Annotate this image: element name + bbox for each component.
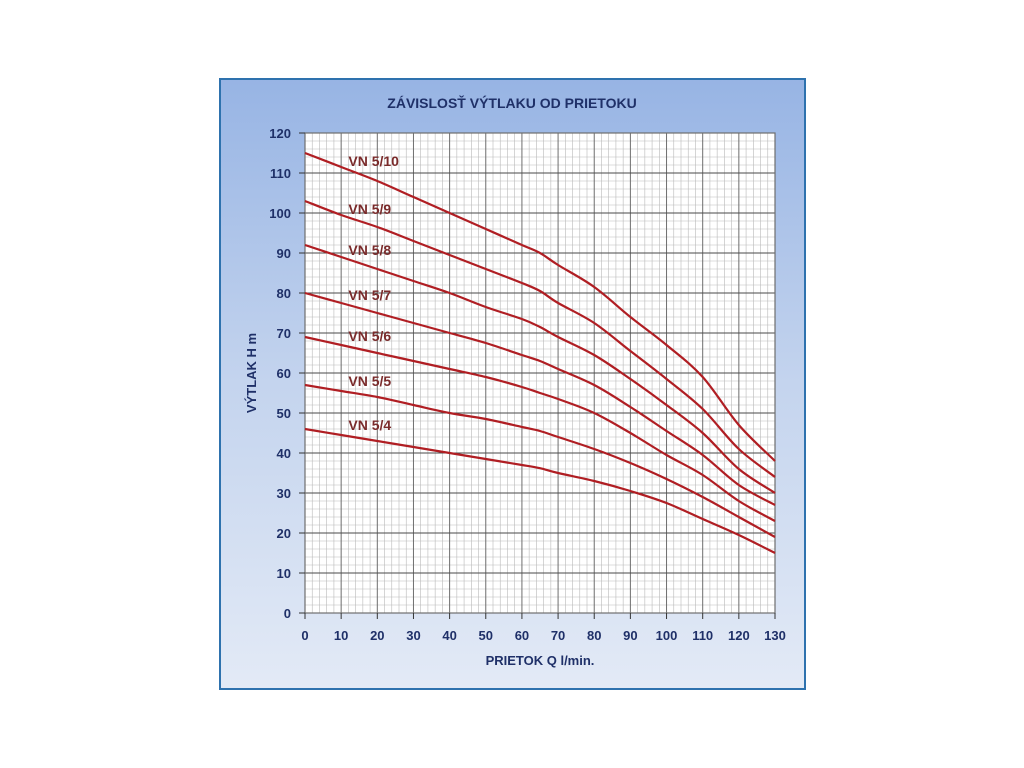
y-tick-label: 10: [277, 566, 291, 581]
series-label: VN 5/8: [348, 242, 391, 258]
series-line: [304, 335, 776, 522]
y-axis-label: VÝTLAK H m: [244, 333, 259, 413]
x-tick-label: 120: [728, 628, 750, 643]
x-tick-label: 60: [515, 628, 529, 643]
x-tick-label: 40: [442, 628, 456, 643]
x-tick-label: 50: [479, 628, 493, 643]
y-tick-label: 40: [277, 446, 291, 461]
y-tick-label: 50: [277, 406, 291, 421]
x-tick-label: 30: [406, 628, 420, 643]
x-tick-label: 10: [334, 628, 348, 643]
series-labels: VN 5/10 VN 5/9 VN 5/8 VN 5/7 VN 5/6 VN 5/5 VN …: [348, 153, 399, 433]
series-label: VN 5/6: [348, 328, 391, 344]
y-tick-label: 60: [277, 366, 291, 381]
x-tick-label: 80: [587, 628, 601, 643]
y-tick-label: 30: [277, 486, 291, 501]
series-line: [304, 427, 776, 554]
y-tick-label: 90: [277, 246, 291, 261]
series-line: [304, 243, 776, 494]
x-tick-label: 20: [370, 628, 384, 643]
x-tick-label: 110: [692, 628, 713, 643]
series-line: [304, 291, 776, 506]
series-label: VN 5/9: [348, 201, 391, 217]
x-tick-label: 70: [551, 628, 565, 643]
x-axis-label: PRIETOK Q l/min.: [486, 653, 595, 668]
series-lines: [304, 151, 776, 554]
y-axis-ticks: 0 10 20 30 40 50 60 70 80 90 100 110 120: [269, 126, 305, 621]
y-tick-label: 120: [269, 126, 291, 141]
y-tick-label: 100: [269, 206, 291, 221]
y-tick-label: 110: [270, 166, 291, 181]
y-tick-label: 0: [284, 606, 291, 621]
series-label: VN 5/10: [348, 153, 399, 169]
y-tick-label: 20: [277, 526, 291, 541]
series-line: [304, 383, 776, 538]
chart-title: ZÁVISLOSŤ VÝTLAKU OD PRIETOKU: [387, 94, 636, 111]
y-tick-label: 80: [277, 286, 291, 301]
series-label: VN 5/4: [348, 417, 391, 433]
y-tick-label: 70: [277, 326, 291, 341]
x-tick-label: 0: [301, 628, 308, 643]
x-tick-label: 90: [623, 628, 637, 643]
x-axis-ticks: 0 10 20 30 40 50 60 70 80 90 100 110 120 130: [301, 613, 786, 643]
series-line: [304, 151, 776, 462]
series-label: VN 5/7: [348, 287, 391, 303]
x-tick-label: 130: [764, 628, 786, 643]
x-tick-label: 100: [656, 628, 678, 643]
series-label: VN 5/5: [348, 373, 391, 389]
series-line: [304, 199, 776, 478]
